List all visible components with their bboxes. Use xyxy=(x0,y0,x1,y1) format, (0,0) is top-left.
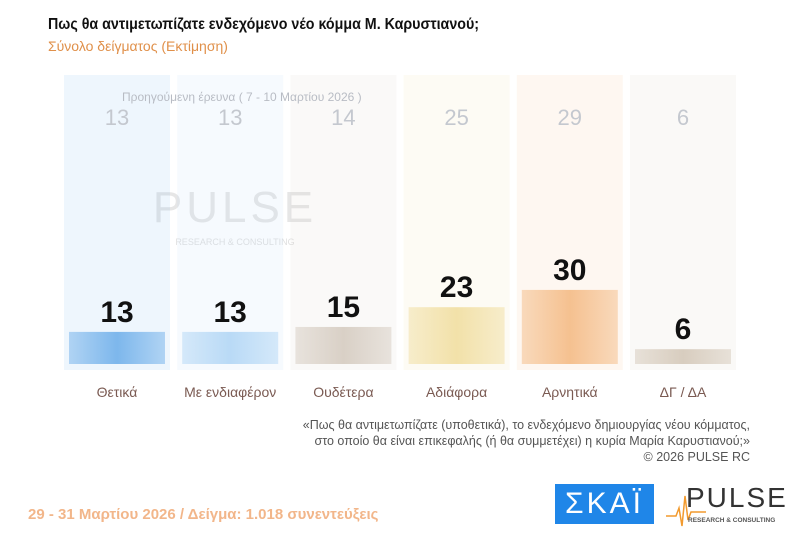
watermark-subtext: RESEARCH & CONSULTING xyxy=(175,237,294,247)
bar-Θετικά xyxy=(69,331,165,364)
copyright: © 2026 PULSE RC xyxy=(643,450,750,464)
bar-Ουδέτερα xyxy=(295,326,392,364)
question-line-1: «Πως θα αντιμετωπίζατε (υποθετικά), το ε… xyxy=(302,418,750,432)
category-label: Αδιάφορα xyxy=(426,384,487,400)
survey-dates-sample: 29 - 31 Μαρτίου 2026 / Δείγμα: 1.018 συν… xyxy=(28,506,379,523)
skai-logo: ΣΚΑΪ xyxy=(555,484,654,524)
category-label: Θετικά xyxy=(97,384,138,400)
previous-survey-column xyxy=(64,75,170,370)
bar-Με ενδιαφέρον xyxy=(182,331,279,364)
previous-value-label: 13 xyxy=(218,105,242,130)
value-label: 13 xyxy=(214,296,247,329)
question-line-2: στο οποίο θα είναι επικεφαλής (ή θα συμμ… xyxy=(314,434,750,448)
value-label: 30 xyxy=(553,254,586,287)
previous-value-label: 29 xyxy=(558,105,582,130)
bar-Αρνητικά xyxy=(521,289,618,364)
chart-subtitle: Σύνολο δείγματος (Εκτίμηση) xyxy=(48,38,228,54)
previous-value-label: 6 xyxy=(677,105,689,130)
previous-value-label: 13 xyxy=(105,105,129,130)
watermark-text: PULSE xyxy=(153,183,317,232)
value-label: 15 xyxy=(327,291,360,324)
previous-survey-label: Προηγούμενη έρευνα ( 7 - 10 Μαρτίου 2026… xyxy=(122,90,362,104)
pulse-logo: PULSE RESEARCH & CONSULTING xyxy=(666,482,786,528)
previous-survey-column xyxy=(630,75,736,370)
category-label: ΔΓ / ΔΑ xyxy=(660,384,707,400)
value-label: 6 xyxy=(675,313,692,346)
bar-Αδιάφορα xyxy=(408,307,505,364)
previous-survey-column xyxy=(290,75,397,370)
previous-value-label: 25 xyxy=(444,105,468,130)
category-label: Αρνητικά xyxy=(542,384,598,400)
previous-survey-column xyxy=(177,75,284,370)
value-label: 23 xyxy=(440,271,473,304)
category-label: Ουδέτερα xyxy=(313,384,373,400)
value-label: 13 xyxy=(100,296,133,329)
previous-value-label: 14 xyxy=(331,105,355,130)
bar-chart: PULSE RESEARCH & CONSULTING 13 13 Θετικά 13 13… xyxy=(64,75,736,400)
category-label: Με ενδιαφέρον xyxy=(184,384,276,400)
bar-ΔΓ / ΔΑ xyxy=(635,349,731,364)
chart-title: Πως θα αντιμετωπίζατε ενδεχόμενο νέο κόμ… xyxy=(48,16,480,33)
